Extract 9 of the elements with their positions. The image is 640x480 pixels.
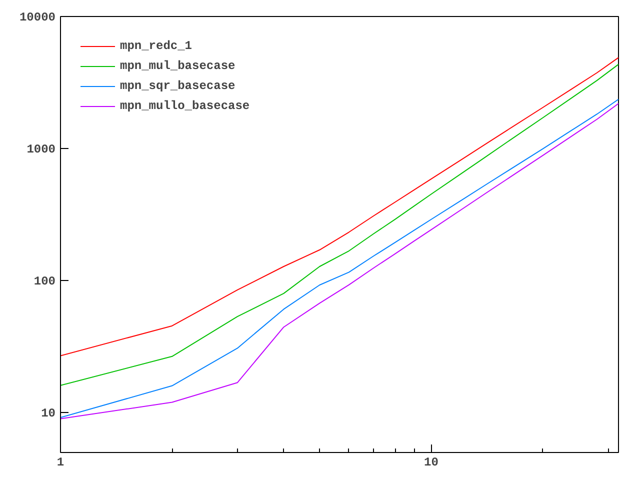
y-tick-label: 10000 [19, 10, 56, 24]
y-tick-label: 10 [41, 406, 56, 421]
legend-label: mpn_mul_basecase [120, 59, 236, 73]
x-tick-label: 1 [56, 456, 64, 470]
legend-label: mpn_sqr_basecase [120, 79, 236, 93]
y-tick-label: 1000 [26, 142, 56, 157]
legend-label: mpn_redc_1 [120, 39, 192, 53]
legend-label: mpn_mullo_basecase [120, 99, 250, 113]
y-tick-label: 100 [34, 274, 56, 289]
